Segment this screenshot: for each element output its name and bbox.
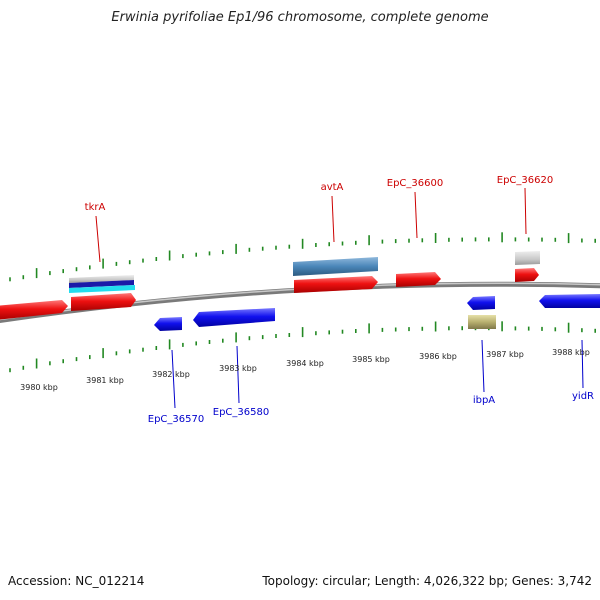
rna-feature-bar (293, 257, 378, 276)
gene-label-avtA: avtA (321, 182, 344, 193)
navy-feature-bar (69, 280, 134, 288)
gene-arrow-minus[interactable] (467, 296, 495, 310)
accession-text: Accession: NC_012214 (8, 574, 145, 588)
gene-arrow-minus[interactable] (539, 294, 600, 308)
gene-arrow-plus[interactable] (515, 268, 539, 282)
genome-map-title: Erwinia pyrifoliae Ep1/96 chromosome, co… (111, 10, 489, 25)
gene-label-tkrA: tkrA (85, 202, 106, 213)
tkrA-stack (69, 275, 135, 293)
scale-label: 3985 kbp (352, 355, 390, 364)
gene-arrow-plus[interactable] (71, 293, 136, 311)
scale-label: 3988 kbp (552, 348, 590, 357)
gene-label-yidR: yidR (572, 391, 594, 402)
scale-label: 3987 kbp (486, 350, 524, 359)
scale-label: 3980 kbp (20, 383, 58, 392)
gene-label-EpC_36570: EpC_36570 (148, 414, 204, 425)
gray-feature-bar (515, 251, 540, 265)
genome-summary-text: Topology: circular; Length: 4,026,322 bp… (262, 574, 592, 588)
gene-arrow-plus[interactable] (294, 276, 378, 293)
gene-label-EpC_36580: EpC_36580 (213, 407, 269, 418)
upper-tick-row (9, 232, 597, 282)
gene-label-EpC_36600: EpC_36600 (387, 178, 443, 189)
scale-label: 3983 kbp (219, 364, 257, 373)
cyan-feature-bar (69, 285, 135, 293)
olive-feature-bar (468, 315, 496, 329)
gene-label-ibpA: ibpA (473, 395, 495, 406)
scale-label: 3984 kbp (286, 359, 324, 368)
gene-arrow-plus[interactable] (396, 272, 441, 287)
gene-label-EpC_36620: EpC_36620 (497, 175, 553, 186)
gene-label-leaders (95, 187, 584, 409)
lower-tick-row (9, 321, 597, 373)
scale-label: 3982 kbp (152, 370, 190, 379)
gene-arrow-minus[interactable] (154, 317, 182, 331)
gene-arrow-minus[interactable] (193, 308, 275, 327)
scale-label: 3986 kbp (419, 352, 457, 361)
gray-feature-bar (69, 275, 134, 283)
gene-arrow-plus[interactable] (0, 300, 68, 320)
scale-label: 3981 kbp (86, 376, 124, 385)
